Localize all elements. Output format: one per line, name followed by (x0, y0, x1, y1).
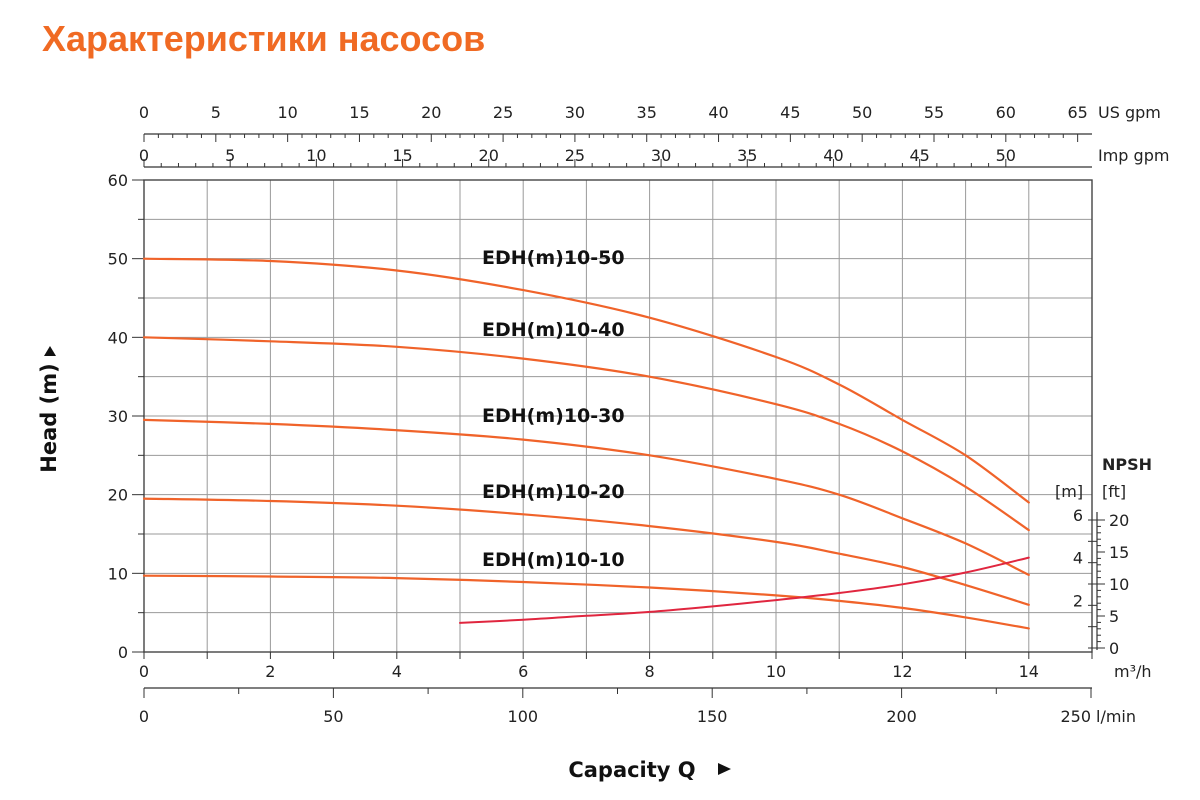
y-axis: 0 10 20 30 40 50 60 (108, 171, 144, 662)
secondary-axis-tick-label: 65 (1067, 103, 1087, 122)
x-axis-title: Capacity Q (568, 758, 695, 782)
x-axis-tick-label: 8 (645, 662, 655, 681)
series-line-npsh (459, 556, 1030, 624)
y-axis-title: Head (m) (37, 363, 61, 472)
secondary-axis-tick-label: 55 (924, 103, 944, 122)
series-labels: EDH(m)10-50 EDH(m)10-40 EDH(m)10-30 EDH(m)1… (482, 247, 625, 571)
x-axis-tick-label: 14 (1019, 662, 1039, 681)
series-label-edh-m-10-30: EDH(m)10-30 (482, 405, 625, 427)
npsh-m-tick-label: 2 (1073, 591, 1083, 610)
series-label-edh-m-10-20: EDH(m)10-20 (482, 481, 625, 503)
npsh-ft-tick-label: 5 (1109, 607, 1119, 626)
series-line-edh-m-10-20 (142, 497, 1030, 606)
series-line-edh-m-10-40 (142, 336, 1030, 532)
secondary-axis-tick-label: 20 (479, 146, 499, 165)
npsh-unit-m: [m] (1055, 482, 1083, 501)
y-axis-arrow-icon (44, 346, 56, 356)
npsh-ft-tick-label: 15 (1109, 543, 1129, 562)
npsh-axis: NPSH [m] [ft] 0 5 10 15 20 2 4 6 (1055, 455, 1152, 658)
top-axes: 0 5 10 15 20 25 30 35 40 45 50 55 60 65 US gpm 0 5 10 15 20… (139, 103, 1169, 168)
secondary-axis-tick-label: 0 (139, 103, 149, 122)
secondary-axis-unit: Imp gpm (1098, 146, 1169, 165)
npsh-title: NPSH (1102, 455, 1152, 474)
lmin-axis-tick-label: 100 (508, 707, 539, 726)
secondary-axis-tick-label: 60 (996, 103, 1016, 122)
series-line-edh-m-10-30 (142, 418, 1030, 576)
y-axis-tick-label: 30 (108, 407, 128, 426)
x-axis-tick-label: 2 (265, 662, 275, 681)
secondary-axis-tick-label: 40 (823, 146, 843, 165)
secondary-axis-tick-label: 35 (737, 146, 757, 165)
secondary-axis-tick-label: 45 (909, 146, 929, 165)
npsh-m-tick-label: 4 (1073, 549, 1083, 568)
curves (142, 257, 1030, 630)
y-axis-tick-label: 0 (118, 643, 128, 662)
secondary-axis-tick-label: 20 (421, 103, 441, 122)
secondary-axis-tick-label: 50 (852, 103, 872, 122)
x-axis-tick-label: 6 (518, 662, 528, 681)
secondary-axis-tick-label: 25 (493, 103, 513, 122)
y-axis-tick-label: 50 (108, 250, 128, 269)
lmin-axis-tick-label: 150 (697, 707, 728, 726)
x-axis-tick-label: 4 (392, 662, 402, 681)
secondary-axis-tick-label: 10 (277, 103, 297, 122)
x-axis-unit: m³/h (1114, 662, 1152, 681)
secondary-axis-tick-label: 5 (211, 103, 221, 122)
secondary-axis-tick-label: 15 (349, 103, 369, 122)
npsh-ft-tick-label: 10 (1109, 575, 1129, 594)
lmin-axis-unit: l/min (1096, 707, 1136, 726)
lmin-axis-tick-label: 50 (323, 707, 343, 726)
secondary-axis-unit: US gpm (1098, 103, 1161, 122)
secondary-axis-tick-label: 0 (139, 146, 149, 165)
x-axis: 0 2 4 6 8 10 12 14 m³/h (139, 652, 1152, 681)
lmin-axis-tick-label: 200 (886, 707, 917, 726)
y-axis-tick-label: 40 (108, 328, 128, 347)
grid (144, 180, 1092, 652)
secondary-axis-tick-label: 40 (708, 103, 728, 122)
lmin-axis-tick-label: 0 (139, 707, 149, 726)
secondary-axis-tick-label: 10 (306, 146, 326, 165)
x-axis-tick-label: 10 (766, 662, 786, 681)
secondary-axis-tick-label: 5 (225, 146, 235, 165)
series-label-edh-m-10-50: EDH(m)10-50 (482, 247, 625, 269)
y-axis-tick-label: 10 (108, 564, 128, 583)
secondary-axis-tick-label: 30 (565, 103, 585, 122)
secondary-axis-tick-label: 50 (996, 146, 1016, 165)
secondary-axis-tick-label: 30 (651, 146, 671, 165)
lmin-axis-tick-label: 250 (1060, 707, 1091, 726)
npsh-unit-ft: [ft] (1102, 482, 1126, 501)
series-line-edh-m-10-50 (142, 257, 1030, 504)
x-axis-arrow-icon (718, 763, 731, 775)
page-title: Характеристики насосов (42, 18, 486, 59)
secondary-axis-tick-label: 35 (637, 103, 657, 122)
npsh-m-tick-label: 6 (1073, 506, 1083, 525)
lmin-axis: 0 50 100 150 200 250 l/min (139, 687, 1136, 726)
x-axis-tick-label: 12 (892, 662, 912, 681)
npsh-ft-tick-label: 0 (1109, 639, 1119, 658)
npsh-ft-tick-label: 20 (1109, 511, 1129, 530)
secondary-axis-tick-label: 45 (780, 103, 800, 122)
secondary-axis-tick-label: 25 (565, 146, 585, 165)
series-line-edh-m-10-10 (142, 574, 1030, 630)
series-label-edh-m-10-10: EDH(m)10-10 (482, 549, 625, 571)
series-label-edh-m-10-40: EDH(m)10-40 (482, 319, 625, 341)
y-axis-tick-label: 20 (108, 486, 128, 505)
y-axis-tick-label: 60 (108, 171, 128, 190)
x-axis-tick-label: 0 (139, 662, 149, 681)
secondary-axis-tick-label: 15 (392, 146, 412, 165)
